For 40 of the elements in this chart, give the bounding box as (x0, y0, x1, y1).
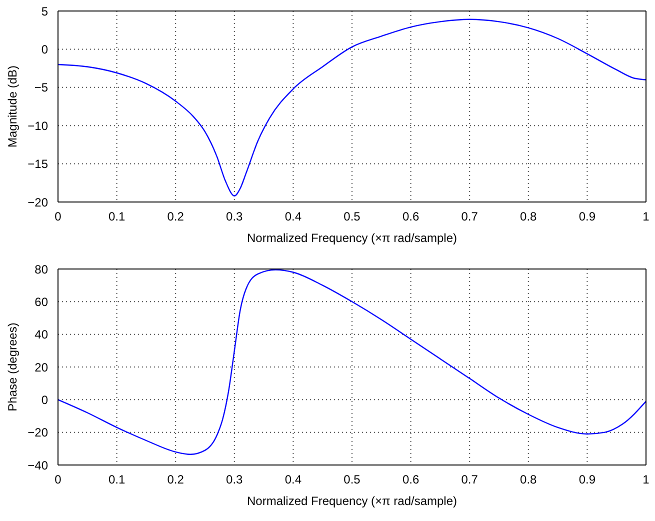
x-tick-label: 0.8 (520, 210, 538, 224)
x-axis-title: Normalized Frequency (×π rad/sample) (246, 494, 458, 508)
x-axis-title: Normalized Frequency (×π rad/sample) (246, 231, 458, 245)
x-tick-label: 0.9 (578, 210, 596, 224)
y-tick-label: −20 (28, 195, 48, 210)
x-tick-label: 0.2 (167, 210, 184, 224)
x-tick-label: 0.6 (402, 472, 420, 487)
x-tick-label: 1 (642, 472, 650, 487)
y-tick-label: −40 (28, 458, 48, 472)
x-tick-label: 0.4 (284, 210, 302, 224)
y-tick-label: 20 (34, 360, 48, 374)
y-axis-title: Phase (degrees) (5, 322, 20, 412)
y-tick-label: −5 (34, 80, 48, 95)
y-tick-label: −15 (28, 157, 48, 172)
x-tick-label: 0.5 (344, 472, 361, 487)
x-tick-label: 0.1 (108, 210, 126, 224)
x-tick-label: 0.7 (461, 472, 478, 487)
x-tick-label: 0.3 (226, 210, 244, 224)
x-tick-label: 0.8 (520, 472, 538, 487)
y-tick-label: −20 (28, 426, 48, 440)
x-tick-label: 0.4 (284, 472, 302, 487)
y-tick-label: 5 (41, 4, 48, 18)
x-tick-label: 0.6 (402, 210, 420, 224)
x-tick-label: 0.9 (578, 472, 596, 487)
y-tick-label: 60 (34, 294, 48, 309)
line-series (58, 18, 646, 196)
y-tick-label: 40 (34, 328, 48, 342)
x-tick-label: 1 (642, 210, 650, 224)
y-tick-label: 0 (41, 392, 48, 407)
x-tick-label: 0.2 (167, 472, 184, 487)
x-tick-label: 0.7 (461, 210, 478, 224)
y-tick-label: 80 (34, 262, 48, 276)
x-tick-label: 0 (54, 210, 62, 224)
x-tick-label: 0 (54, 472, 62, 487)
y-axis-title: Magnitude (dB) (5, 65, 20, 148)
y-tick-label: −10 (28, 118, 48, 133)
x-tick-label: 0.1 (108, 472, 126, 487)
x-tick-label: 0.3 (226, 472, 244, 487)
y-tick-label: 0 (41, 42, 48, 56)
x-tick-label: 0.5 (344, 210, 361, 224)
